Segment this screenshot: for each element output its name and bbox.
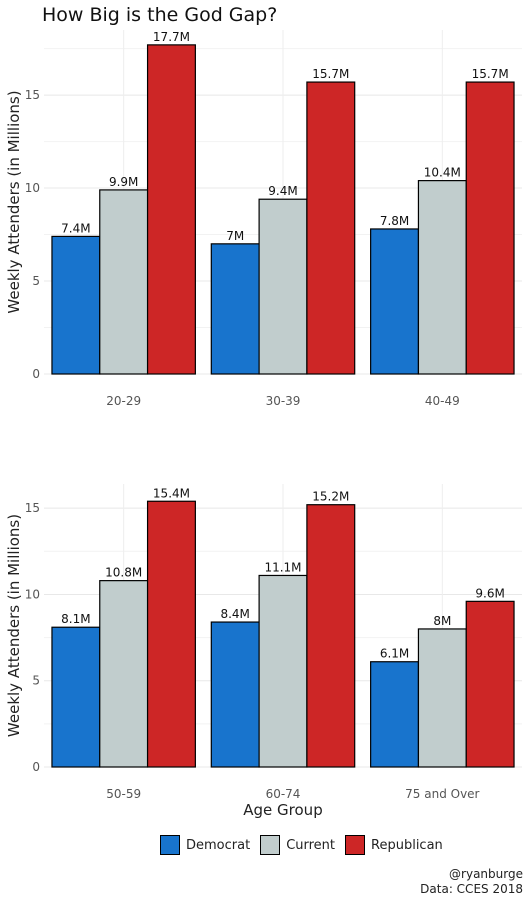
bar-value-label: 10.4M [424, 166, 461, 180]
bar-value-label: 15.2M [312, 490, 349, 504]
y-tick-label: 0 [32, 367, 40, 381]
bar [210, 243, 260, 375]
bar [465, 600, 515, 768]
bar-value-label: 17.7M [153, 30, 190, 44]
legend-label-republican: Republican [371, 837, 443, 853]
bar [370, 661, 420, 768]
chart-figure: 0 5 10 15 7.4M 9.9M 17.7M 20-29 7M 9.4M 15.7M 30-39… [5, 30, 522, 819]
bar [99, 580, 149, 768]
legend-label-current: Current [286, 837, 336, 853]
bar [51, 235, 101, 375]
bar-value-label: 9.9M [109, 175, 138, 189]
bar-value-label: 7M [226, 229, 244, 243]
bar-value-label: 9.4M [268, 184, 297, 198]
legend-swatch-current [260, 835, 281, 855]
bar [370, 228, 420, 375]
y-tick-label: 5 [32, 274, 40, 288]
y-tick-label: 15 [25, 88, 40, 102]
x-axis-title: Age Group [243, 801, 322, 819]
bar-value-label: 11.1M [264, 560, 301, 574]
y-tick-label: 15 [25, 501, 40, 515]
bar [146, 44, 196, 375]
x-tick-label: 60-74 [266, 787, 301, 801]
x-tick-label: 20-29 [106, 394, 141, 408]
bar-value-label: 15.7M [472, 67, 509, 81]
y-tick-label: 5 [32, 674, 40, 688]
bar [417, 180, 467, 375]
legend-item-democrat: Democrat [160, 835, 250, 855]
bar [146, 500, 196, 768]
legend-swatch-republican [345, 835, 366, 855]
bar [258, 198, 308, 375]
legend-item-current: Current [260, 835, 335, 855]
bar [306, 504, 356, 768]
bar [258, 574, 308, 768]
bar-value-label: 9.6M [475, 586, 504, 600]
legend-label-democrat: Democrat [186, 837, 251, 853]
y-tick-label: 10 [25, 587, 40, 601]
x-tick-label: 40-49 [425, 394, 460, 408]
bar [99, 189, 149, 375]
bar-value-label: 8M [433, 614, 451, 628]
caption-source: Data: CCES 2018 [420, 882, 523, 896]
bar-value-label: 6.1M [380, 647, 409, 661]
x-tick-label: 75 and Over [405, 787, 479, 801]
bar-value-label: 8.4M [220, 607, 249, 621]
y-tick-label: 0 [32, 760, 40, 774]
bar-value-label: 10.8M [105, 566, 142, 580]
bar-value-label: 8.1M [61, 612, 90, 626]
caption: @ryanburge Data: CCES 2018 [420, 867, 523, 897]
y-axis-title: Weekly Attenders (in Millions) [5, 514, 23, 737]
x-tick-label: 30-39 [266, 394, 301, 408]
bar [51, 626, 101, 768]
bar [465, 81, 515, 375]
x-tick-label: 50-59 [106, 787, 141, 801]
bar [417, 628, 467, 768]
bar-value-label: 7.8M [380, 214, 409, 228]
bar-value-label: 7.4M [61, 221, 90, 235]
bar [210, 621, 260, 768]
caption-author: @ryanburge [449, 867, 523, 881]
y-tick-label: 10 [25, 181, 40, 195]
bar-value-label: 15.7M [312, 67, 349, 81]
legend-item-republican: Republican [345, 835, 443, 855]
legend: Democrat Current Republican [160, 835, 453, 855]
y-axis-title: Weekly Attenders (in Millions) [5, 90, 23, 313]
bar-value-label: 15.4M [153, 486, 190, 500]
chart-title: How Big is the God Gap? [42, 4, 278, 26]
bar [306, 81, 356, 375]
legend-swatch-democrat [160, 835, 180, 855]
